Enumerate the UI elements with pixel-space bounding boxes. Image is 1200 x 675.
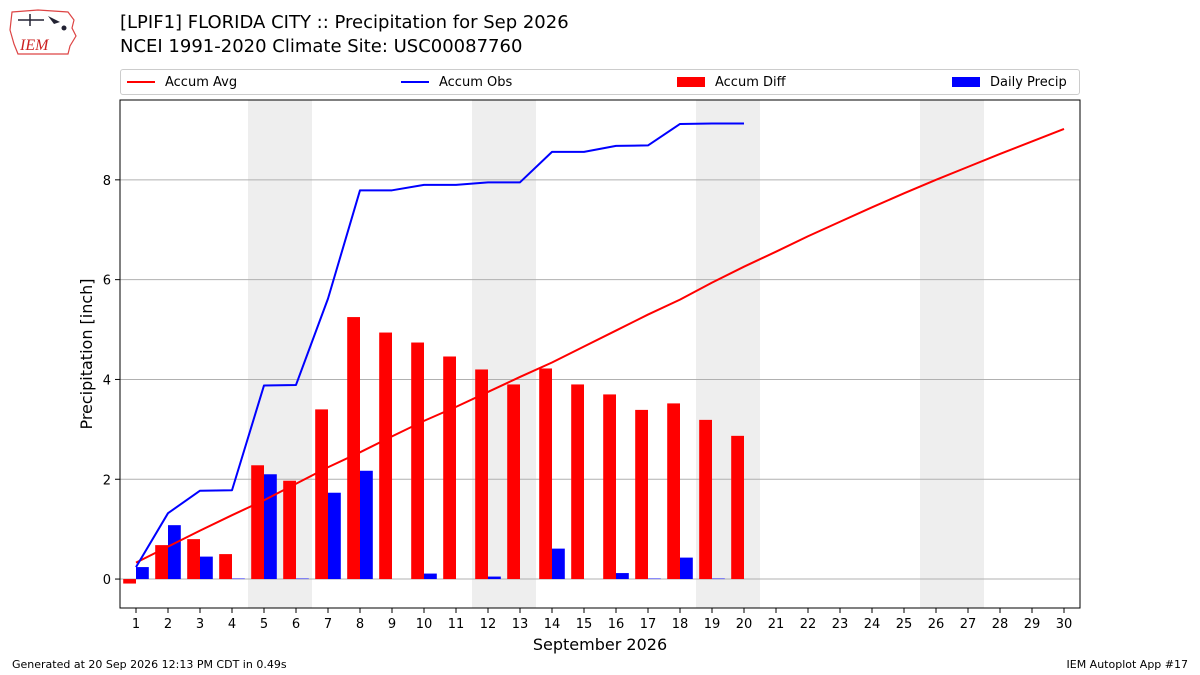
y-axis-label: Precipitation [inch] [77, 278, 96, 429]
y-tick-label: 6 [103, 274, 111, 289]
bar-accum-diff [251, 465, 264, 580]
x-tick-label: 9 [388, 617, 396, 632]
x-tick-label: 6 [292, 617, 300, 632]
legend-item-accum-avg: Accum Avg [127, 70, 237, 94]
line-accum-obs [135, 122, 744, 568]
bar-accum-diff [123, 579, 136, 584]
legend-swatch-accum-obs [401, 81, 429, 83]
x-tick-label: 25 [896, 617, 913, 632]
x-tick-label: 17 [640, 617, 657, 632]
x-tick-label: 12 [480, 617, 497, 632]
legend: Accum Avg Accum Obs Accum Diff Daily Pre… [120, 69, 1080, 95]
x-tick-label: 5 [260, 617, 268, 632]
bar-daily-precip [136, 567, 149, 580]
y-tick-label: 0 [103, 573, 111, 588]
x-tick-label: 28 [992, 617, 1009, 632]
x-tick-label: 8 [356, 617, 364, 632]
bar-daily-precip [552, 548, 565, 580]
bar-accum-diff [507, 384, 520, 580]
plot-frame [119, 99, 1081, 609]
bar-daily-precip [168, 525, 181, 580]
logo-text: IEM [19, 37, 50, 54]
x-axis-label: September 2026 [533, 635, 667, 654]
y-tick-label: 4 [103, 373, 111, 388]
x-tick-label: 16 [608, 617, 625, 632]
x-tick-label: 13 [512, 617, 529, 632]
bar-accum-diff [347, 317, 360, 580]
bar-accum-diff [603, 394, 616, 580]
bar-accum-diff [379, 332, 392, 580]
legend-label-daily-precip: Daily Precip [990, 74, 1067, 90]
x-tick-label: 24 [864, 617, 881, 632]
x-tick-label: 10 [416, 617, 433, 632]
bar-daily-precip [680, 557, 693, 580]
x-tick-label: 20 [736, 617, 753, 632]
y-tick-label: 8 [103, 174, 111, 189]
bar-daily-precip [200, 556, 213, 580]
iem-logo: IEM [9, 9, 77, 55]
bar-accum-diff [219, 554, 232, 580]
chart-subtitle: NCEI 1991-2020 Climate Site: USC00087760 [120, 36, 523, 57]
bar-accum-diff [443, 356, 456, 580]
generated-timestamp: Generated at 20 Sep 2026 12:13 PM CDT in… [12, 658, 287, 671]
x-tick-label: 19 [704, 617, 721, 632]
bar-daily-precip [424, 573, 437, 580]
x-tick-label: 15 [576, 617, 593, 632]
bar-daily-precip [616, 573, 629, 580]
bar-accum-diff [539, 368, 552, 580]
bar-daily-precip [488, 576, 501, 580]
bar-accum-diff [187, 539, 200, 580]
legend-item-daily-precip: Daily Precip [952, 70, 1067, 94]
legend-label-accum-obs: Accum Obs [439, 74, 513, 90]
weekend-shade [920, 100, 984, 608]
bar-accum-diff [731, 435, 744, 580]
bar-accum-diff [699, 419, 712, 580]
x-tick-label: 7 [324, 617, 332, 632]
x-tick-label: 14 [544, 617, 561, 632]
x-tick-label: 2 [164, 617, 172, 632]
app-credit: IEM Autoplot App #17 [1066, 658, 1189, 671]
x-tick-label: 21 [768, 617, 785, 632]
x-tick-label: 30 [1056, 617, 1073, 632]
legend-swatch-accum-avg [127, 81, 155, 83]
bar-accum-diff [571, 384, 584, 580]
bar-daily-precip [328, 492, 341, 580]
x-tick-label: 1 [132, 617, 140, 632]
bar-accum-diff [315, 409, 328, 580]
bar-daily-precip [360, 470, 373, 580]
x-tick-label: 22 [800, 617, 817, 632]
legend-label-accum-avg: Accum Avg [165, 74, 238, 90]
bar-accum-diff [635, 409, 648, 580]
line-accum-avg [135, 128, 1065, 564]
legend-swatch-accum-diff [677, 77, 705, 87]
x-tick-label: 26 [928, 617, 945, 632]
x-tick-label: 11 [448, 617, 465, 632]
x-tick-label: 29 [1024, 617, 1041, 632]
x-tick-label: 4 [228, 617, 236, 632]
chart-title: [LPIF1] FLORIDA CITY :: Precipitation fo… [120, 12, 569, 33]
x-tick-label: 18 [672, 617, 689, 632]
legend-swatch-daily-precip [952, 77, 980, 87]
bar-accum-diff [283, 480, 296, 580]
legend-label-accum-diff: Accum Diff [715, 74, 786, 90]
legend-item-accum-obs: Accum Obs [401, 70, 512, 94]
y-tick-label: 2 [103, 473, 111, 488]
bar-daily-precip [264, 474, 277, 580]
bar-accum-diff [411, 342, 424, 580]
x-tick-label: 3 [196, 617, 204, 632]
bar-accum-diff [155, 545, 168, 580]
bar-accum-diff [475, 369, 488, 580]
x-tick-label: 27 [960, 617, 977, 632]
legend-item-accum-diff: Accum Diff [677, 70, 786, 94]
bar-accum-diff [667, 403, 680, 580]
x-tick-label: 23 [832, 617, 849, 632]
